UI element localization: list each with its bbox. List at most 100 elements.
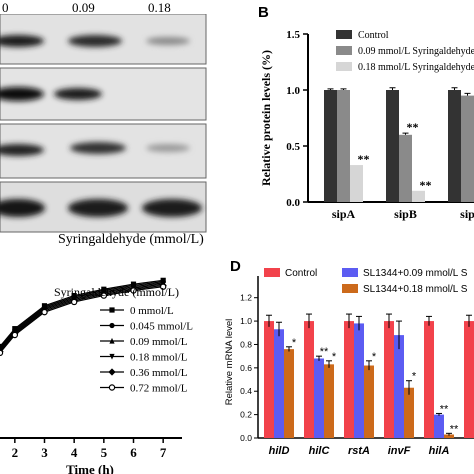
b-bar xyxy=(324,90,337,202)
d-y-tick-label: 1.0 xyxy=(240,316,252,326)
d-y-tick-label: 0.8 xyxy=(240,339,252,349)
b-legend-swatch xyxy=(336,30,352,39)
d-bar xyxy=(404,387,414,438)
c-x-tick-label: 2 xyxy=(12,445,19,460)
d-significance: * xyxy=(412,371,417,383)
b-y-tick-label: 0.5 xyxy=(286,141,300,153)
d-significance: * xyxy=(372,351,377,363)
b-legend-swatch xyxy=(336,62,352,71)
d-bar xyxy=(354,323,364,438)
d-y-tick-label: 0.6 xyxy=(240,363,252,373)
d-y-tick-label: 1.2 xyxy=(240,293,252,303)
b-y-tick-label: 0.0 xyxy=(286,197,300,209)
c-data-point xyxy=(0,349,4,357)
blot-xlabel: Syringaldehyde (mmol/L) xyxy=(58,232,204,247)
b-bar xyxy=(399,134,412,202)
b-y-axis-label: Relative protein levels (%) xyxy=(259,50,273,186)
c-legend-label: 0.36 mmol/L xyxy=(130,367,188,379)
d-legend-label: Control xyxy=(285,268,317,279)
b-category-label: sipA xyxy=(332,207,356,221)
b-category-label: sipB xyxy=(394,207,417,221)
d-category-label: hilA xyxy=(429,445,450,457)
b-legend-label: Control xyxy=(358,30,389,41)
d-significance: * xyxy=(292,337,297,349)
d-bar xyxy=(394,335,404,438)
d-category-label: invF xyxy=(388,445,411,457)
c-legend-title: Syringaldehyde (mmol/L) xyxy=(54,285,179,299)
c-legend-marker xyxy=(109,337,115,344)
c-legend-label: 0.72 mmol/L xyxy=(130,383,188,395)
c-data-point xyxy=(70,298,78,306)
c-x-tick-label: 4 xyxy=(71,445,78,460)
chart-d: 0.0 0.2 0.4 0.6 0.8 1.0 1.2 Relative mRNA level… xyxy=(224,268,474,457)
c-data-point xyxy=(130,287,137,294)
blot-conc-label-0: 0 xyxy=(2,0,9,15)
chart-c: 2 3 4 5 6 7 Time (h) Syringaldehyde (mmol/L) 0 m… xyxy=(0,277,193,474)
d-bar xyxy=(424,321,434,438)
d-legend-label: SL1344+0.18 mmol/L S xyxy=(363,284,468,295)
c-legend-label: 0.18 mmol/L xyxy=(130,352,188,364)
d-y-tick-label: 0.0 xyxy=(240,433,252,443)
b-significance: ** xyxy=(358,152,370,166)
blot-conc-label-2: 0.18 xyxy=(148,0,171,15)
b-bar xyxy=(386,90,399,202)
d-category-label: rstA xyxy=(348,445,370,457)
d-bar xyxy=(304,321,314,438)
b-category-label: sip xyxy=(460,207,474,221)
d-bar xyxy=(324,364,334,438)
c-x-tick-label: 6 xyxy=(130,445,137,460)
blot-conc-label-1: 0.09 xyxy=(72,0,95,15)
d-legend-swatch xyxy=(342,284,358,293)
panel-b-letter: B xyxy=(258,4,269,21)
c-legend-marker xyxy=(108,384,116,391)
c-legend-label: 0.09 mmol/L xyxy=(130,336,188,348)
c-x-tick-label: 3 xyxy=(41,445,48,460)
d-y-tick-label: 0.4 xyxy=(240,386,252,396)
d-category-label: hilD xyxy=(269,445,290,457)
b-bar xyxy=(461,95,474,202)
d-bar xyxy=(264,321,274,438)
d-bar xyxy=(364,365,374,438)
b-bar xyxy=(412,190,425,202)
c-legend-label: 0 mmol/L xyxy=(130,305,174,317)
d-bar xyxy=(434,414,444,438)
c-data-point xyxy=(100,292,108,299)
d-significance: ** xyxy=(450,423,459,435)
b-legend-label: 0.18 mmol/L Syringaldehyde xyxy=(358,62,474,73)
c-data-point xyxy=(41,308,48,316)
b-y-tick-label: 1.5 xyxy=(286,29,300,41)
chart-b: 0.0 0.5 1.0 1.5 Relative protein levels (%) s… xyxy=(259,29,474,221)
b-bar xyxy=(337,90,350,202)
c-legend-marker xyxy=(109,307,115,313)
c-x-tick-label: 7 xyxy=(160,445,167,460)
panel-d-letter: D xyxy=(230,258,241,275)
c-legend-marker xyxy=(109,322,115,329)
c-data-point xyxy=(11,331,19,339)
d-y-axis-label: Relative mRNA level xyxy=(224,319,235,406)
b-significance: ** xyxy=(407,120,419,134)
d-bar xyxy=(314,358,324,438)
d-bar xyxy=(384,321,394,438)
d-significance: ** xyxy=(440,403,449,415)
c-legend-label: 0.045 mmol/L xyxy=(130,321,193,333)
c-x-axis-label: Time (h) xyxy=(66,462,114,474)
b-bar xyxy=(350,165,363,202)
b-legend-label: 0.09 mmol/L Syringaldehyde xyxy=(358,46,474,57)
d-legend-swatch xyxy=(264,268,280,277)
c-legend-marker xyxy=(109,353,115,360)
d-legend-label: SL1344+0.09 mmol/L S xyxy=(363,268,468,279)
d-category-label: hilC xyxy=(309,445,331,457)
d-bar xyxy=(444,434,454,438)
d-bar xyxy=(284,349,294,438)
d-legend-swatch xyxy=(342,268,358,277)
b-bar xyxy=(448,90,461,202)
c-legend-marker xyxy=(108,368,116,376)
d-significance: * xyxy=(332,351,337,363)
blot-image xyxy=(0,14,207,233)
d-significance: ** xyxy=(320,346,329,358)
b-y-tick-label: 1.0 xyxy=(286,85,300,97)
d-bar xyxy=(274,329,284,438)
d-bar xyxy=(344,321,354,438)
d-y-tick-label: 0.2 xyxy=(240,410,252,420)
b-significance: ** xyxy=(420,178,432,192)
